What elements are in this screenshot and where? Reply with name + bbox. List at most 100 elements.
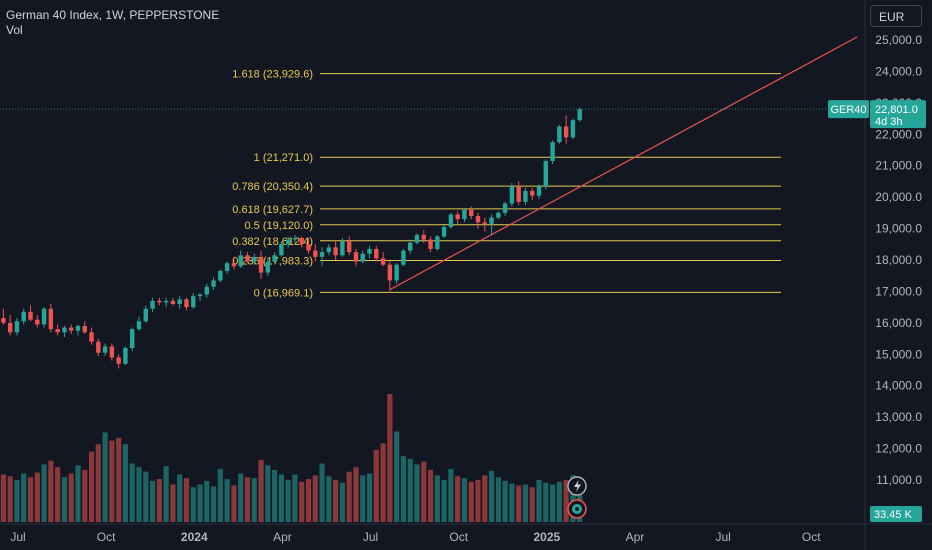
x-tick-label: Apr — [626, 530, 645, 544]
candle — [7, 315, 13, 336]
volume-bars — [0, 394, 583, 522]
candle-body — [536, 186, 542, 196]
volume-bar — [394, 431, 400, 522]
fib-level-label: 0.618 (19,627.7) — [232, 204, 313, 216]
price-badge-value: 22,801.0 — [875, 104, 918, 116]
candle-body — [374, 249, 379, 259]
y-tick-label: 18,000.0 — [875, 253, 922, 267]
fibonacci-retracement[interactable]: 1.618 (23,929.6) 1 (21,271.0) 0.786 (20,35… — [232, 69, 781, 300]
volume-bar — [231, 485, 237, 522]
volume-bar — [522, 484, 529, 522]
volume-bar — [251, 478, 257, 522]
candle — [536, 184, 542, 199]
volume-bar — [7, 476, 13, 522]
y-tick-label: 16,000.0 — [875, 316, 922, 330]
volume-bar — [536, 479, 542, 522]
candle-body — [346, 241, 352, 253]
candle-body — [75, 326, 81, 331]
volume-bar — [549, 484, 556, 522]
candle-body — [211, 280, 216, 287]
candle-body — [333, 247, 338, 256]
price-badge — [870, 100, 926, 129]
candle — [530, 187, 535, 201]
candle — [489, 214, 494, 235]
candle — [204, 283, 209, 298]
volume-bar — [366, 473, 373, 522]
candle-body — [340, 241, 345, 256]
volume-bar — [326, 476, 332, 522]
candle-body — [489, 217, 494, 224]
volume-bar — [265, 465, 271, 522]
candle-body — [55, 329, 60, 333]
candle-body — [21, 311, 26, 322]
candle — [428, 236, 433, 253]
candle-body — [1, 318, 6, 323]
candle-body — [502, 203, 508, 213]
candle-body — [69, 327, 74, 331]
candle — [401, 249, 406, 267]
candle — [89, 327, 94, 345]
candle-body — [428, 239, 433, 249]
candle — [414, 233, 420, 245]
candle-body — [353, 252, 359, 262]
volume-bar — [400, 456, 407, 522]
candle-body — [218, 271, 223, 281]
candle-body — [265, 261, 271, 273]
candle-body — [204, 286, 209, 295]
candle — [550, 140, 555, 165]
candle-body — [530, 190, 535, 196]
data-icon[interactable] — [567, 499, 587, 519]
candle-body — [496, 212, 501, 218]
volume-bar — [319, 463, 325, 522]
volume-bar — [299, 481, 305, 522]
candle-body — [96, 341, 101, 353]
symbol-badge-text: GER40 — [830, 104, 866, 116]
volume-bar — [170, 484, 176, 522]
trendline-line[interactable] — [389, 36, 858, 291]
x-tick-label: 2024 — [181, 530, 208, 544]
volume-bar — [149, 480, 156, 522]
volume-bar — [292, 474, 298, 522]
candle — [313, 244, 318, 262]
candle-body — [448, 214, 454, 227]
candle-body — [123, 348, 128, 364]
candle-body — [245, 255, 250, 262]
candle — [184, 297, 189, 311]
candle — [577, 107, 582, 122]
candle-body — [116, 357, 121, 364]
candle-body — [252, 256, 257, 262]
trendline[interactable] — [389, 36, 858, 291]
volume-bar — [339, 482, 345, 522]
candle-body — [170, 300, 176, 304]
x-tick-label: Apr — [273, 530, 292, 544]
price-badge-countdown: 4d 3h — [875, 116, 903, 128]
candle-body — [313, 250, 318, 257]
candle-body — [469, 209, 474, 216]
volume-bar — [414, 464, 420, 522]
candle-body — [455, 214, 460, 220]
volume-bar — [190, 487, 196, 522]
volume-bar — [34, 472, 40, 522]
volume-bar — [570, 475, 576, 522]
candle-body — [319, 252, 325, 257]
candle — [238, 250, 243, 268]
candle-body — [441, 227, 447, 237]
candle — [462, 208, 467, 223]
volume-bar — [563, 479, 569, 522]
volume-bar — [0, 474, 6, 522]
x-tick-label: Oct — [802, 530, 821, 544]
candle-body — [387, 264, 393, 281]
candle-body — [238, 255, 243, 267]
candle-body — [462, 209, 467, 220]
currency-button[interactable]: EUR — [870, 5, 922, 27]
fib-level-label: 1 (21,271.0) — [254, 152, 313, 164]
candle — [387, 261, 393, 292]
lightning-icon[interactable] — [567, 476, 587, 496]
candle-body — [28, 311, 33, 320]
candle-body — [563, 126, 569, 138]
volume-bar — [448, 468, 454, 522]
volume-bar — [434, 475, 440, 522]
x-tick-label: Oct — [449, 530, 468, 544]
candle-body — [577, 109, 582, 121]
